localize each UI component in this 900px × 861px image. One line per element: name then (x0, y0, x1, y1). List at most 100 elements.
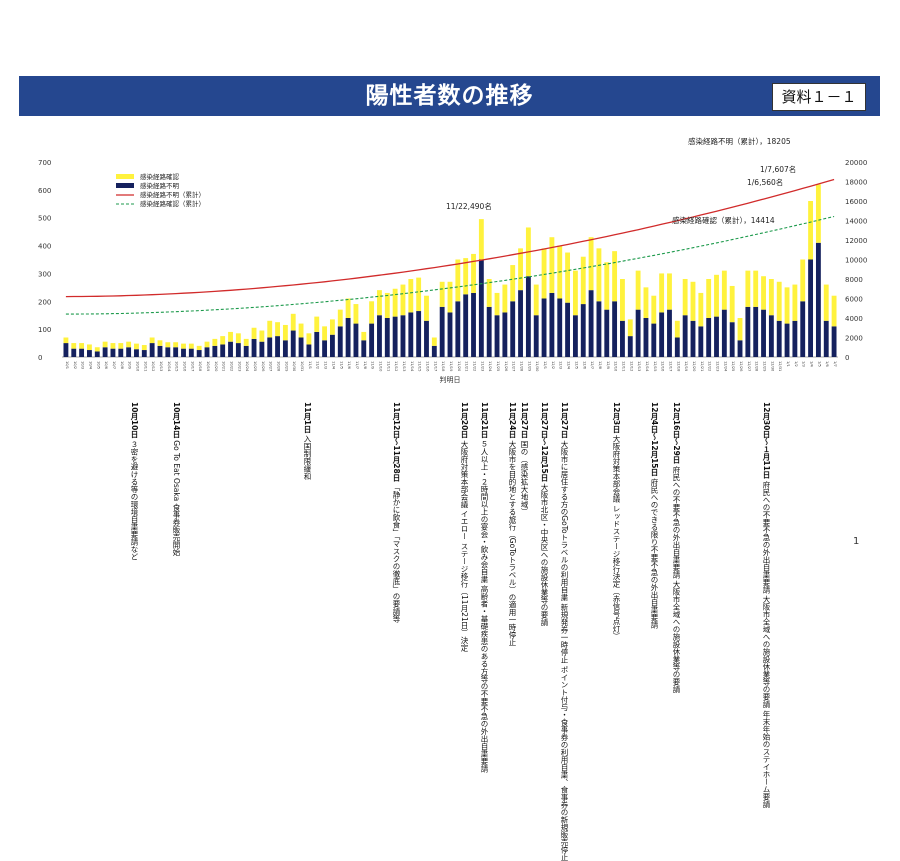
x-tick-label: 12/9 (606, 361, 610, 370)
x-tick-label: 11/2 (316, 361, 320, 369)
bar-confirmed (698, 292, 704, 327)
x-tick-label: 11/20 (457, 361, 461, 372)
event-date: 11月1日 (303, 402, 312, 433)
bar-unknown (572, 315, 578, 357)
line-unknown-cumulative (65, 178, 835, 298)
bar-confirmed (580, 256, 586, 305)
x-tick-label: 10/27 (269, 361, 273, 371)
bar-unknown (188, 348, 194, 357)
bar-confirmed (737, 318, 743, 341)
x-tick-label: 12/29 (763, 361, 767, 372)
bar-confirmed (306, 333, 312, 345)
bar-unknown (243, 345, 249, 357)
bar-confirmed (729, 285, 735, 323)
annotation-unknown-total: 感染経路不明（累計），18205 (688, 136, 791, 146)
bar-unknown (753, 306, 759, 357)
bar-confirmed (102, 341, 108, 348)
bar-confirmed (377, 290, 382, 316)
bar-confirmed (416, 277, 422, 312)
event-annotation: 12月4日～12月15日 府民へのできる限り不要不急の外出自粛要請 (650, 402, 659, 628)
bar-unknown (604, 309, 610, 357)
x-tick-label: 11/4 (331, 361, 335, 370)
event-annotation: 12月16日～29日 府民への不要不急の外出自粛要請 大阪市全域への施設休業等の… (672, 402, 681, 693)
bar-unknown (706, 318, 712, 357)
bar-unknown (612, 301, 618, 357)
bar-unknown (682, 315, 688, 357)
x-tick-label: 11/13 (402, 361, 406, 371)
bar-unknown (690, 320, 696, 357)
event-annotation: 12月30日～１月11日 府民への不要不急の外出自粛要請 大阪市全域への施設休業… (762, 402, 771, 808)
bar-confirmed (126, 341, 132, 348)
bar-unknown (447, 312, 453, 357)
bar-unknown (314, 331, 320, 357)
x-tick-label: 12/20 (692, 361, 696, 372)
bar-unknown (63, 343, 69, 357)
y-tick-label: 400 (38, 243, 51, 251)
positives-chart: 0 100 200 300 400 500 600 700 0 2000 4000 6000 8000 1… (38, 136, 867, 384)
bar-unknown (157, 345, 163, 357)
x-tick-label: 10/12 (151, 361, 155, 371)
bar-confirmed (353, 304, 359, 324)
x-tick-label: 12/11 (621, 361, 625, 371)
bar-confirmed (635, 270, 641, 310)
annotation-peak-nov: 11/22,490名 (446, 201, 492, 211)
bar-confirmed (79, 343, 85, 349)
event-annotation: 11月27日 国の（感染拡大地域） (520, 402, 529, 515)
bar-unknown (377, 315, 382, 357)
x-tick-label: 12/26 (739, 361, 743, 372)
bar-confirmed (188, 343, 194, 349)
event-date: 12月16日～29日 (672, 402, 681, 464)
y2-tick-label: 2000 (845, 335, 863, 343)
event-text: ５人以上・２時間以上の宴会・飲み会自粛 高齢者・基礎疾患のある方等の不要不急の外… (480, 437, 489, 773)
event-annotation: 10月10日 ３密を避ける等の環境自粛要請など (130, 402, 139, 560)
bar-confirmed (431, 337, 437, 346)
bar-unknown (196, 350, 202, 357)
bar-confirmed (329, 319, 335, 335)
x-tick-label: 11/21 (465, 361, 469, 371)
y-tick-label: 700 (38, 159, 51, 167)
event-annotation: 12月3日 大阪府対策本部会議 レッドステージ移行決定（赤信号点灯） (612, 402, 621, 640)
x-tick-label: 12/27 (747, 361, 751, 371)
event-date: 11月27日 (520, 402, 529, 438)
bar-confirmed (63, 337, 69, 344)
bar-unknown (635, 309, 641, 357)
x-tick-label: 11/14 (410, 361, 414, 372)
event-date: 11月24日 (508, 402, 517, 438)
bar-unknown (126, 347, 132, 357)
bar-unknown (502, 312, 508, 357)
bar-confirmed (533, 284, 539, 316)
event-text: 大阪市北区・中央区への施設休業等の要請 (540, 481, 549, 627)
bar-unknown (181, 348, 186, 357)
x-tick-label: 1/4 (810, 361, 814, 367)
bar-unknown (659, 312, 665, 357)
bar-confirmed (94, 347, 100, 352)
x-tick-label: 1/3 (802, 361, 806, 367)
event-date: 11月12日～11月28日 (392, 402, 401, 482)
event-text: 大阪市に居住する方のGoToトラベルの利用自粛 新規発券一時停止 ポイント付与・… (560, 437, 569, 861)
bar-unknown (251, 338, 257, 357)
bar-confirmed (259, 330, 265, 342)
bar-confirmed (667, 273, 672, 310)
x-tick-label: 11/25 (496, 361, 500, 371)
x-tick-label: 11/27 (512, 361, 516, 371)
bar-confirmed (518, 248, 523, 291)
y2-tick-label: 8000 (845, 276, 863, 284)
bar-confirmed (400, 284, 406, 316)
bar-confirmed (486, 279, 492, 307)
x-tick-label: 12/13 (637, 361, 641, 371)
bar-unknown (141, 350, 147, 357)
y2-tick-label: 18000 (845, 179, 867, 187)
x-tick-label: 12/7 (590, 361, 594, 369)
bar-unknown (431, 345, 437, 357)
bar-confirmed (776, 281, 782, 321)
bar-unknown (369, 323, 375, 357)
bar-confirmed (706, 279, 712, 318)
x-tick-label: 11/22 (473, 361, 477, 371)
x-tick-label: 11/19 (449, 361, 453, 372)
bar-confirmed (502, 284, 508, 313)
x-tick-label: 10/13 (159, 361, 163, 371)
bar-unknown (165, 347, 171, 357)
bar-confirmed (753, 270, 759, 307)
x-tick-label: 11/28 (520, 361, 524, 372)
x-tick-label: 12/3 (559, 361, 563, 369)
